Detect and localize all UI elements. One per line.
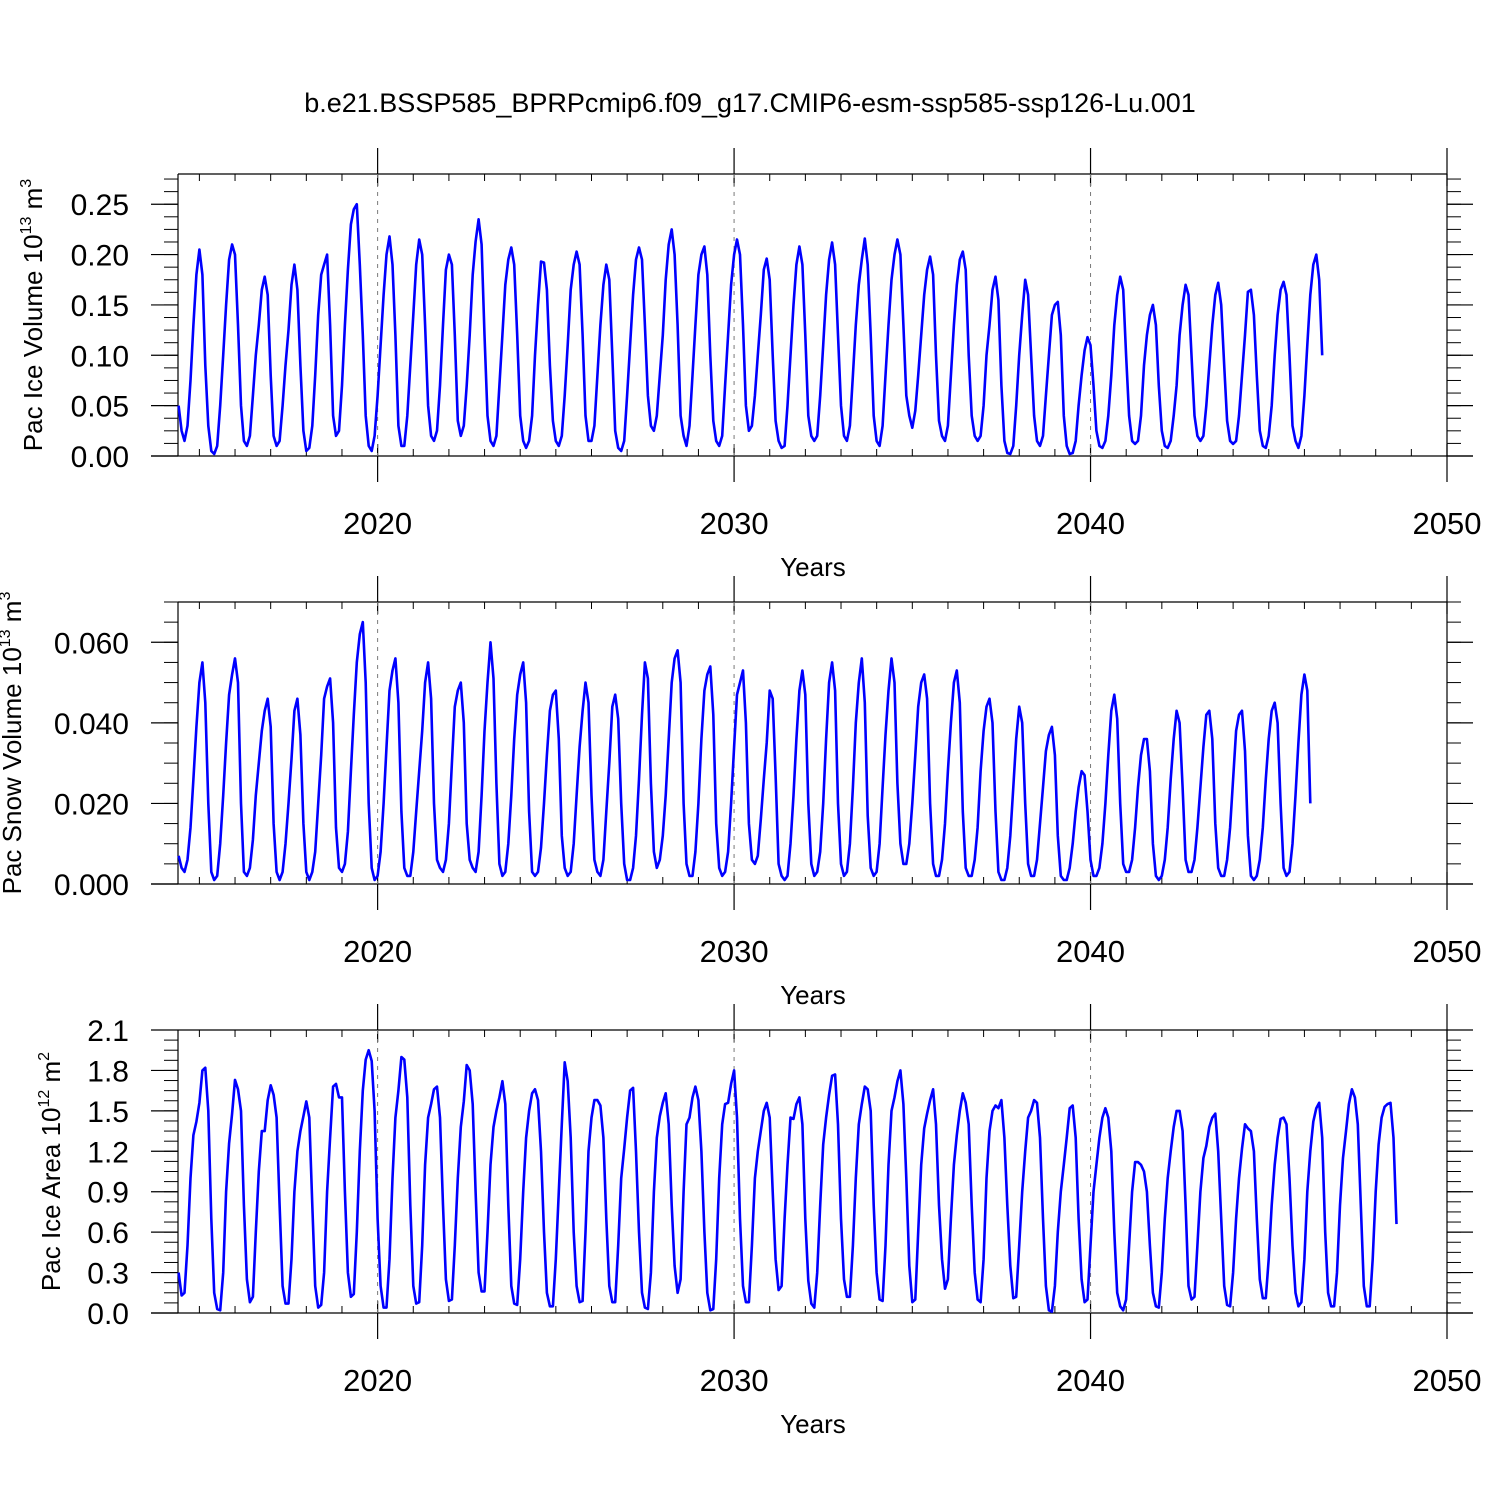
y-tick-label: 0.0 (87, 1298, 129, 1331)
y-tick-label: 0.05 (71, 391, 129, 424)
figure-title: b.e21.BSSP585_BPRPcmip6.f09_g17.CMIP6-es… (304, 88, 1196, 118)
x-tick-label: 2050 (1413, 934, 1482, 969)
series-line (177, 1048, 1398, 1313)
series-line (177, 202, 1324, 456)
y-tick-label: 0.020 (54, 788, 129, 821)
y-tick-label: 0.060 (54, 627, 129, 660)
x-tick-label: 2050 (1413, 1363, 1482, 1398)
y-tick-label: 0.00 (71, 441, 129, 474)
chart-panel-3: 0.0 0.3 0.6 0.9 1.2 1.5 1.8 2.1 2020 2030 2040 2050… (36, 1004, 1481, 1439)
y-tick-label: 0.9 (87, 1177, 129, 1210)
x-axis-label: Years (780, 552, 846, 582)
y-tick-label: 0.000 (54, 869, 129, 902)
y-tick-label: 0.15 (71, 290, 129, 323)
x-tick-label: 2020 (343, 934, 412, 969)
y-tick-label: 1.2 (87, 1136, 129, 1169)
x-tick-label: 2030 (700, 934, 769, 969)
x-tick-label: 2030 (700, 506, 769, 541)
y-tick-label: 0.25 (71, 189, 129, 222)
y-tick-label: 0.040 (54, 708, 129, 741)
chart-panel-1: 0.00 0.05 0.10 0.15 0.20 0.25 2020 2030 2040 2050… (18, 148, 1481, 582)
chart-panel-2: 0.000 0.020 0.040 0.060 2020 2030 2040 2050 Year… (0, 576, 1481, 1010)
y-axis-label: Pac Snow Volume 1013 m3 (0, 592, 27, 895)
x-tick-label: 2020 (343, 1363, 412, 1398)
x-axis-label: Years (780, 980, 846, 1010)
panels: 0.00 0.05 0.10 0.15 0.20 0.25 2020 2030 2040 2050… (0, 148, 1481, 1439)
y-axis-label: Pac Ice Volume 1013 m3 (18, 179, 48, 452)
y-tick-label: 0.6 (87, 1217, 129, 1250)
x-tick-label: 2040 (1056, 934, 1125, 969)
y-tick-label: 1.5 (87, 1096, 129, 1129)
y-tick-label: 0.20 (71, 240, 129, 273)
y-tick-label: 1.8 (87, 1055, 129, 1088)
y-axis-label: Pac Ice Area 1012 m2 (36, 1052, 66, 1291)
series-line (177, 620, 1312, 882)
y-tick-label: 0.3 (87, 1258, 129, 1291)
x-axis-label: Years (780, 1409, 846, 1439)
x-tick-label: 2020 (343, 506, 412, 541)
y-tick-label: 0.10 (71, 340, 129, 373)
y-tick-label: 2.1 (87, 1015, 129, 1048)
x-tick-label: 2040 (1056, 506, 1125, 541)
x-tick-label: 2030 (700, 1363, 769, 1398)
x-tick-label: 2040 (1056, 1363, 1125, 1398)
x-tick-label: 2050 (1413, 506, 1482, 541)
